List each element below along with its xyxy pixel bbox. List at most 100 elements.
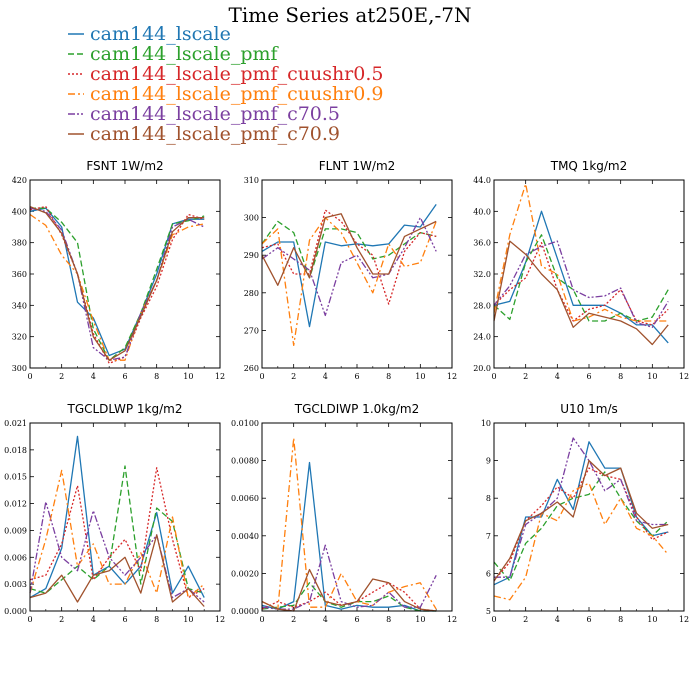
panel-title: FLNT 1W/m2 <box>319 159 396 173</box>
chart-panel: TGCLDLWP 1kg/m2 0 2 4 6 8 10 12 0.000 0.003 0.006 0… <box>4 402 225 624</box>
y-tick-label: 400 <box>12 207 27 216</box>
figure-title: Time Series at250E,-7N <box>229 3 472 27</box>
y-tick-label: 5 <box>486 607 491 616</box>
x-tick-label: 0 <box>259 615 264 624</box>
x-tick-label: 0 <box>27 372 32 381</box>
x-tick-label: 6 <box>586 372 591 381</box>
legend-entry: cam144_lscale_pmf_c70.5 <box>90 103 340 125</box>
y-tick-label: 340 <box>12 301 27 310</box>
legend-entry: cam144_lscale_pmf_c70.9 <box>90 123 340 145</box>
x-tick-label: 12 <box>215 372 225 381</box>
y-tick-label: 10 <box>481 419 491 428</box>
x-tick-label: 0 <box>491 615 496 624</box>
x-tick-label: 4 <box>91 372 96 381</box>
y-tick-label: 0.000 <box>4 607 27 616</box>
x-tick-label: 10 <box>647 615 657 624</box>
series-line <box>29 213 205 361</box>
chart-panel: FLNT 1W/m2 0 2 4 6 8 10 12 260 270 280 290 300 310 <box>244 159 457 381</box>
x-tick-label: 6 <box>354 615 359 624</box>
x-tick-label: 2 <box>291 372 296 381</box>
x-tick-label: 4 <box>555 372 560 381</box>
x-tick-label: 0 <box>259 372 264 381</box>
panel-title: U10 1m/s <box>560 402 618 416</box>
x-tick-label: 0 <box>491 372 496 381</box>
x-tick-label: 2 <box>523 372 528 381</box>
series-line <box>29 205 205 361</box>
x-tick-label: 8 <box>386 615 391 624</box>
y-tick-label: 0.021 <box>4 419 27 428</box>
x-tick-label: 10 <box>415 615 425 624</box>
series-line <box>493 459 669 582</box>
y-tick-label: 260 <box>244 364 259 373</box>
series-line <box>493 240 669 328</box>
plot-frame <box>29 179 221 369</box>
series-line <box>261 544 437 610</box>
x-tick-label: 10 <box>415 372 425 381</box>
series-line <box>29 207 205 361</box>
series-line <box>493 240 669 346</box>
y-tick-label: 44.0 <box>473 176 491 185</box>
plot-frame <box>29 422 221 612</box>
x-tick-label: 8 <box>386 372 391 381</box>
x-tick-label: 12 <box>447 372 457 381</box>
chart-panel: TGCLDIWP 1.0kg/m2 0 2 4 6 8 10 12 0.0000 0.0020 0.… <box>231 402 457 624</box>
y-tick-label: 300 <box>12 364 27 373</box>
series-line <box>29 207 205 357</box>
y-tick-label: 8 <box>486 494 491 503</box>
plot-frame <box>493 422 685 612</box>
y-tick-label: 0.0020 <box>231 569 259 578</box>
series-line <box>261 437 437 610</box>
plot-frame <box>261 179 453 369</box>
y-tick-label: 0.0040 <box>231 532 259 541</box>
x-tick-label: 10 <box>183 615 193 624</box>
x-tick-label: 10 <box>183 372 193 381</box>
y-tick-label: 9 <box>486 457 491 466</box>
legend-entry: cam144_lscale <box>90 23 231 45</box>
x-tick-label: 12 <box>447 615 457 624</box>
legend-entry: cam144_lscale_pmf_cuushr0.9 <box>90 83 383 105</box>
series-line <box>493 234 669 322</box>
y-tick-label: 0.0000 <box>231 607 259 616</box>
y-tick-label: 290 <box>244 251 259 260</box>
x-tick-label: 6 <box>122 372 127 381</box>
x-tick-label: 10 <box>647 372 657 381</box>
y-tick-label: 0.0060 <box>231 494 259 503</box>
series-line <box>261 209 437 305</box>
x-tick-label: 4 <box>555 615 560 624</box>
y-tick-label: 0.003 <box>4 580 27 589</box>
y-tick-label: 420 <box>12 176 27 185</box>
x-tick-label: 2 <box>59 372 64 381</box>
x-tick-label: 6 <box>586 615 591 624</box>
panel-title: TGCLDLWP 1kg/m2 <box>66 402 182 416</box>
series-line <box>261 582 437 612</box>
chart-panels: FSNT 1W/m20 2 4 6 8 10 12300320340360380400420… <box>4 159 689 624</box>
series-line <box>493 210 669 344</box>
series-line <box>261 213 437 286</box>
chart-panel: FSNT 1W/m2 0 2 4 6 8 10 12 300 320 340 360 380 400 420 <box>12 159 225 381</box>
panel-title: FSNT 1W/m2 <box>86 159 163 173</box>
series-line <box>494 437 669 578</box>
series-line <box>493 183 669 322</box>
x-tick-label: 2 <box>523 615 528 624</box>
y-tick-label: 7 <box>486 532 491 541</box>
y-tick-label: 0.018 <box>4 446 27 455</box>
x-tick-label: 8 <box>154 615 159 624</box>
series-line <box>261 216 437 317</box>
y-tick-label: 6 <box>486 569 491 578</box>
plot-frame <box>493 179 685 369</box>
y-tick-label: 0.0080 <box>231 457 259 466</box>
y-tick-label: 24.0 <box>473 333 491 342</box>
panel-title: TMQ 1kg/m2 <box>550 159 628 173</box>
y-tick-label: 36.0 <box>473 239 491 248</box>
x-tick-label: 12 <box>679 615 689 624</box>
x-tick-label: 0 <box>27 615 32 624</box>
x-tick-label: 4 <box>323 615 328 624</box>
x-tick-label: 4 <box>323 372 328 381</box>
series-line <box>493 242 669 326</box>
x-tick-label: 8 <box>154 372 159 381</box>
legend-entry: cam144_lscale_pmf <box>90 43 280 65</box>
y-tick-label: 32.0 <box>473 270 491 279</box>
y-tick-label: 0.0100 <box>231 419 259 428</box>
series-line <box>261 204 437 328</box>
